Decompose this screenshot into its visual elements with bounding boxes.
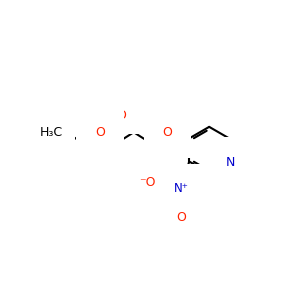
Text: N: N (225, 156, 235, 169)
Text: O: O (163, 126, 172, 139)
Text: O: O (95, 126, 105, 139)
Text: N⁺: N⁺ (174, 182, 189, 195)
Text: ⁻O: ⁻O (139, 176, 155, 189)
Text: O: O (116, 109, 126, 122)
Text: H₃C: H₃C (40, 126, 63, 139)
Text: O: O (176, 211, 186, 224)
